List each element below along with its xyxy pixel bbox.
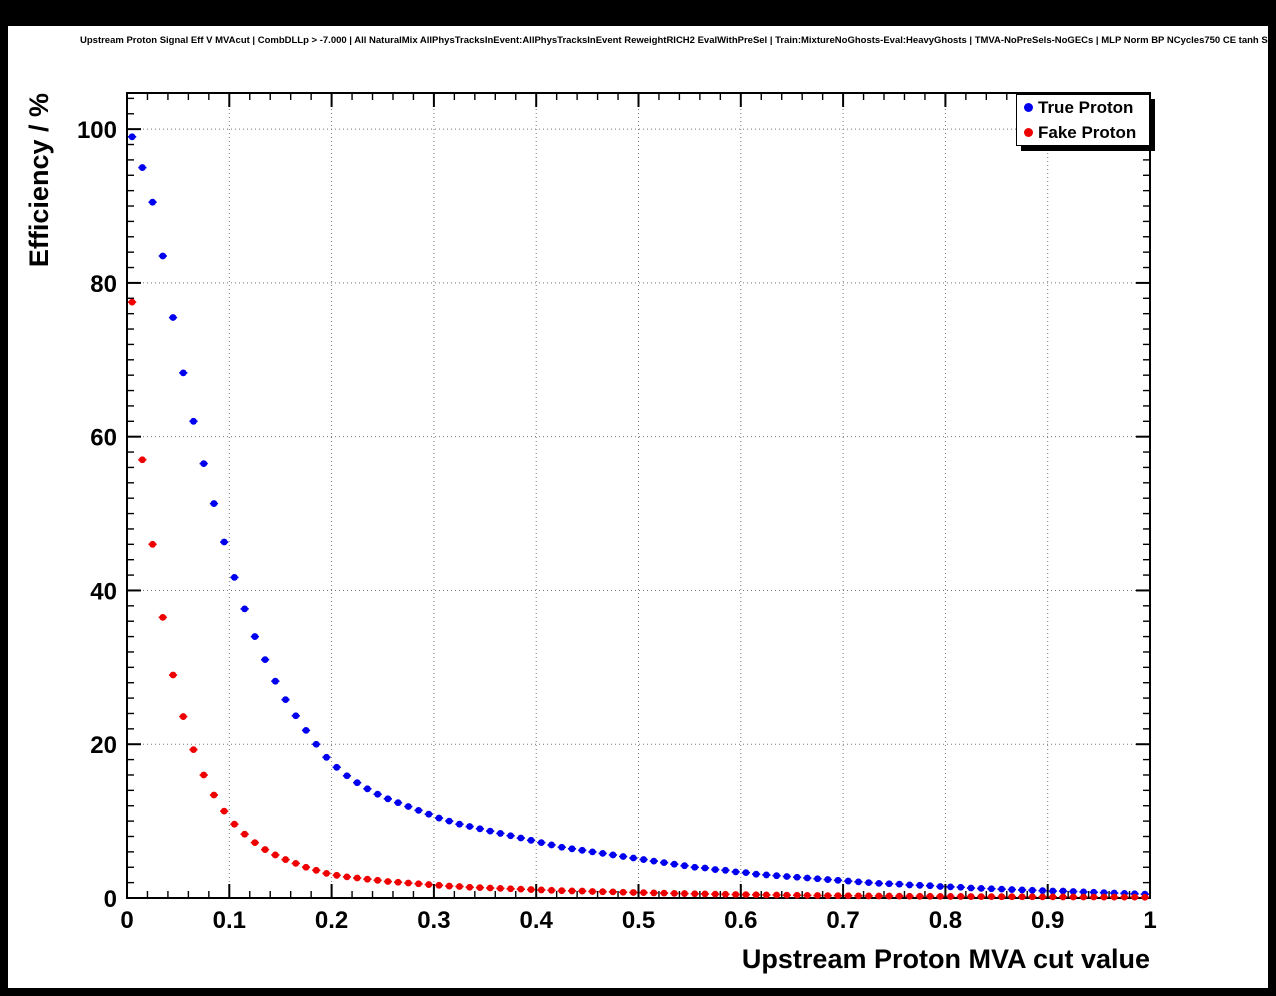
svg-text:0.4: 0.4 [520, 907, 554, 934]
legend-item-fake-proton: Fake Proton [1017, 121, 1149, 145]
plot-svg: 0 0.1 0.2 0.3 0.4 0.5 0.6 0.7 0.8 0.9 1 0 20 40 60 80 10… [77, 92, 1157, 934]
series-fake-proton [128, 298, 1149, 901]
svg-text:0: 0 [120, 907, 133, 934]
svg-text:20: 20 [90, 732, 117, 759]
svg-text:0.9: 0.9 [1031, 907, 1064, 934]
svg-text:0.3: 0.3 [417, 907, 450, 934]
plot-title: Upstream Proton Signal Eff V MVAcut | Co… [80, 35, 1276, 46]
legend-box: True Proton Fake Proton [1016, 94, 1150, 146]
fake-proton-marker-icon [1024, 128, 1033, 137]
true-proton-marker-icon [1024, 103, 1033, 112]
svg-text:0.2: 0.2 [315, 907, 348, 934]
svg-text:0: 0 [104, 886, 117, 913]
svg-text:0.5: 0.5 [622, 907, 655, 934]
tick-labels: 0 0.1 0.2 0.3 0.4 0.5 0.6 0.7 0.8 0.9 1 0 20 40 60 80 10… [77, 117, 1157, 934]
svg-text:60: 60 [90, 425, 117, 452]
gridlines [127, 93, 1150, 898]
svg-text:40: 40 [90, 578, 117, 605]
svg-text:80: 80 [90, 271, 117, 298]
legend-label-true-proton: True Proton [1038, 97, 1134, 117]
axis-ticks [126, 93, 1151, 899]
legend-item-true-proton: True Proton [1017, 96, 1149, 120]
x-axis-label: Upstream Proton MVA cut value [741, 944, 1150, 974]
legend: True Proton Fake Proton [1016, 94, 1155, 151]
y-axis-label: Efficiency / % [24, 93, 54, 268]
legend-label-fake-proton: Fake Proton [1038, 122, 1137, 142]
svg-text:1: 1 [1143, 907, 1156, 934]
svg-text:0.7: 0.7 [826, 907, 859, 934]
series-true-proton [128, 133, 1149, 898]
svg-text:0.8: 0.8 [929, 907, 962, 934]
root-canvas: Upstream Proton Signal Eff V MVAcut | Co… [8, 26, 1276, 988]
svg-text:0.6: 0.6 [724, 907, 757, 934]
svg-text:100: 100 [77, 117, 117, 144]
svg-text:0.1: 0.1 [213, 907, 246, 934]
